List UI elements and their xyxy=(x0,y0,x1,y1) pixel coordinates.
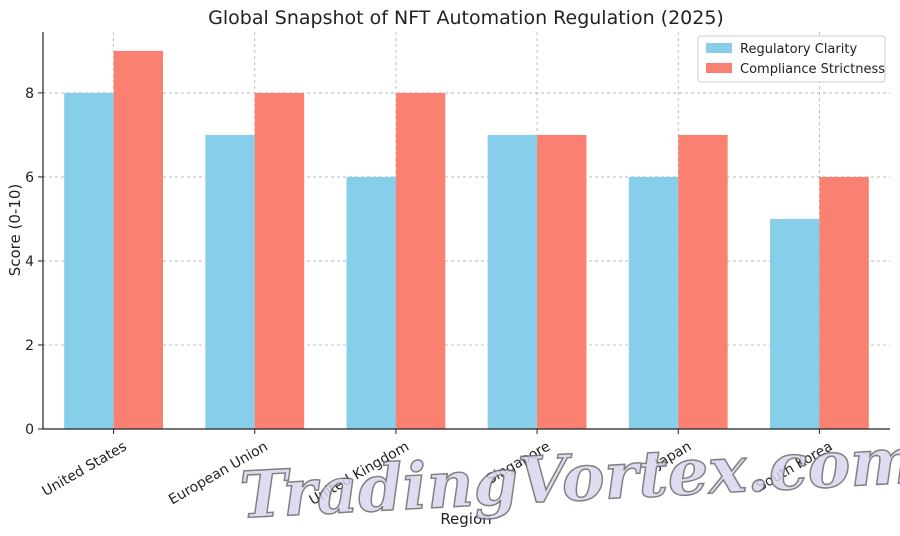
chart-title: Global Snapshot of NFT Automation Regula… xyxy=(208,7,724,29)
grid-lines xyxy=(43,32,890,429)
bar-compliance-strictness xyxy=(678,134,728,430)
bar-compliance-strictness xyxy=(537,134,587,430)
legend: Regulatory Clarity Compliance Strictness xyxy=(697,35,886,83)
x-tick-label: United States xyxy=(39,439,129,500)
y-ticks: 0 2 4 6 8 xyxy=(25,86,43,438)
y-tick-label: 6 xyxy=(25,170,34,186)
bar-regulatory-clarity xyxy=(770,218,820,429)
bar-regulatory-clarity xyxy=(487,134,538,430)
bars xyxy=(64,50,869,430)
bar-compliance-strictness xyxy=(113,50,163,430)
watermark: TradingVortex.com xyxy=(237,423,900,535)
bar-regulatory-clarity xyxy=(64,92,114,429)
bar-compliance-strictness xyxy=(395,92,446,429)
bar-regulatory-clarity xyxy=(205,134,255,430)
y-axis-label: Score (0-10) xyxy=(6,184,24,277)
legend-label-regulatory-clarity: Regulatory Clarity xyxy=(740,42,857,57)
axes xyxy=(42,32,890,430)
bar-compliance-strictness xyxy=(254,92,305,429)
legend-frame xyxy=(697,35,886,83)
bar-compliance-strictness xyxy=(819,176,869,429)
watermark-text: TradingVortex.com xyxy=(238,423,900,533)
legend-swatch-regulatory-clarity xyxy=(706,43,732,53)
legend-label-compliance-strictness: Compliance Strictness xyxy=(740,62,885,77)
y-tick-label: 2 xyxy=(25,338,34,354)
x-axis-label: Region xyxy=(440,510,491,528)
y-tick-label: 4 xyxy=(25,254,34,270)
bar-regulatory-clarity xyxy=(628,176,679,429)
bar-regulatory-clarity xyxy=(346,176,396,429)
y-tick-label: 0 xyxy=(25,422,34,438)
legend-swatch-compliance-strictness xyxy=(706,63,732,73)
y-tick-label: 8 xyxy=(25,86,34,102)
